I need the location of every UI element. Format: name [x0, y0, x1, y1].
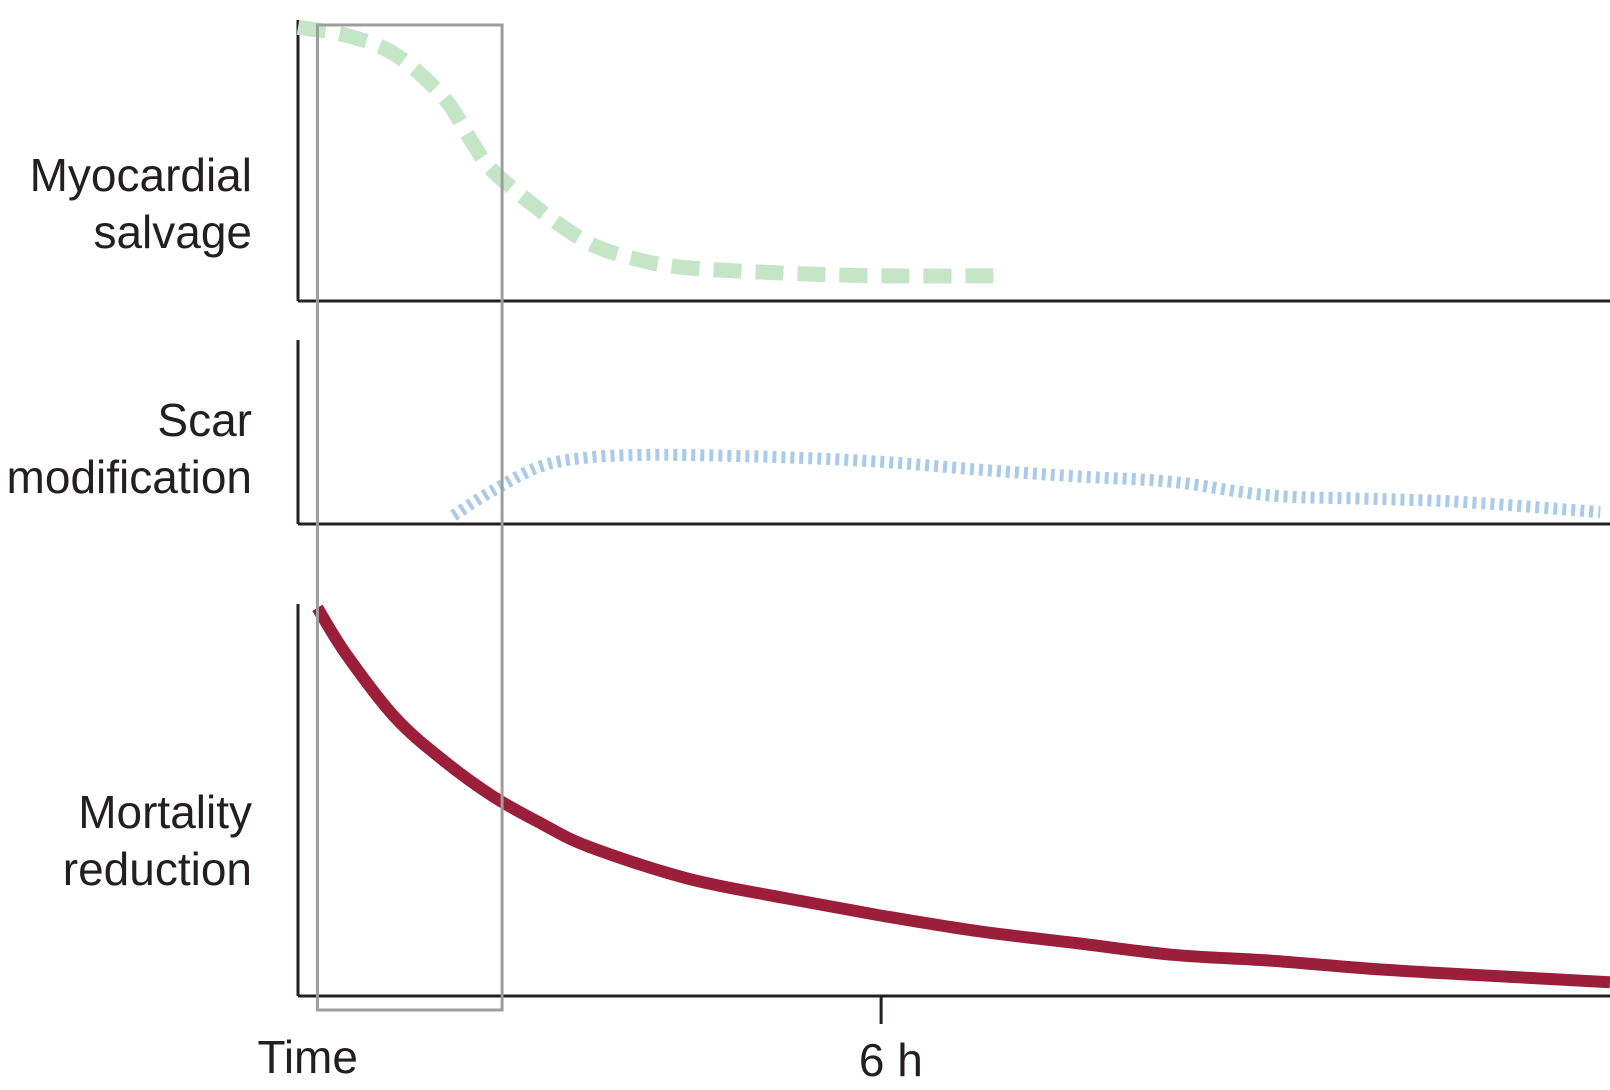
panel-label-mortality-reduction: Mortality reduction: [63, 784, 252, 898]
series-line-scar-modification: [450, 448, 1601, 521]
panel-label-line: modification: [6, 451, 252, 503]
panel-label-scar-modification: Scar modification: [7, 392, 252, 506]
panel-label-myocardial-salvage: Myocardial salvage: [30, 147, 252, 261]
panel-label-line: salvage: [93, 206, 252, 258]
series-line-myocardial-salvage: [296, 19, 998, 284]
panel-label-line: reduction: [62, 843, 252, 895]
x-tick-label-6h: 6 h: [858, 1034, 923, 1086]
panel-label-line: Myocardial: [29, 149, 252, 201]
series-line-mortality-reduction: [312, 604, 1610, 989]
panel-label-line: Mortality: [78, 786, 252, 838]
x-tick-label-time: Time: [257, 1031, 358, 1083]
panel-label-line: Scar: [157, 394, 252, 446]
early-time-window-box: [315, 23, 504, 1012]
